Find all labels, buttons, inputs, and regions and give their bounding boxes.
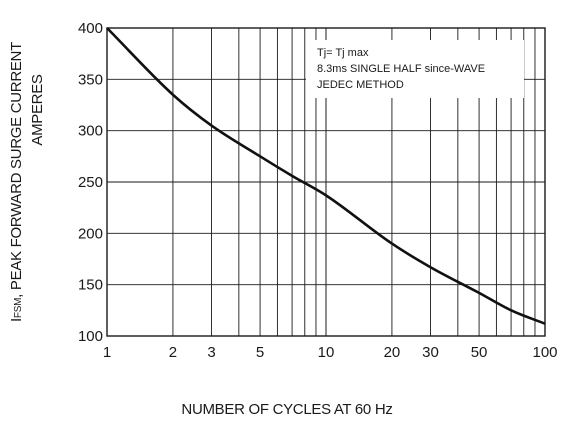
x-tick-label: 10	[318, 344, 335, 361]
annotation-line-3: JEDEC METHOD	[317, 79, 404, 91]
y-tick-labels: 100 150 200 250 300 350 400	[78, 20, 103, 345]
y-axis-label: IFSM, PEAK FORWARD SURGE CURRENT AMPERES	[8, 42, 46, 322]
x-tick-label: 20	[384, 344, 401, 361]
series-line	[106, 27, 546, 325]
x-axis-label: NUMBER OF CYCLES AT 60 Hz	[181, 401, 392, 418]
plot-frame	[106, 27, 546, 337]
y-axis-label-line1: , PEAK FORWARD SURGE CURRENT	[8, 42, 25, 298]
x-tick-label: 50	[471, 344, 488, 361]
y-tick-label: 200	[78, 225, 103, 242]
annotation-line-2: 8.3ms SINGLE HALF since-WAVE	[317, 63, 485, 75]
y-axis-symbol: I	[8, 318, 25, 322]
y-tick-label: 100	[78, 328, 103, 345]
x-tick-label: 30	[422, 344, 439, 361]
x-tick-labels: 1 2 3 5 10 20 30 50 100	[103, 344, 558, 361]
y-tick-label: 400	[78, 20, 103, 37]
annotation-line-1: Tj= Tj max	[317, 47, 369, 59]
x-tick-label: 100	[532, 344, 557, 361]
y-axis-label-line2: AMPERES	[29, 74, 46, 146]
y-tick-label: 300	[78, 123, 103, 140]
y-axis-symbol-subscript: FSM	[13, 298, 24, 318]
y-tick-label: 250	[78, 174, 103, 191]
y-tick-label: 350	[78, 71, 103, 88]
annotation-box	[306, 40, 524, 98]
x-tick-label: 2	[169, 344, 177, 361]
y-tick-label: 150	[78, 277, 103, 294]
svg-text:IFSM, PEAK FORWARD SURGE CURR: IFSM, PEAK FORWARD SURGE CURRENT	[8, 42, 25, 322]
x-tick-label: 3	[207, 344, 215, 361]
x-tick-label: 1	[103, 344, 111, 361]
x-tick-label: 5	[256, 344, 264, 361]
